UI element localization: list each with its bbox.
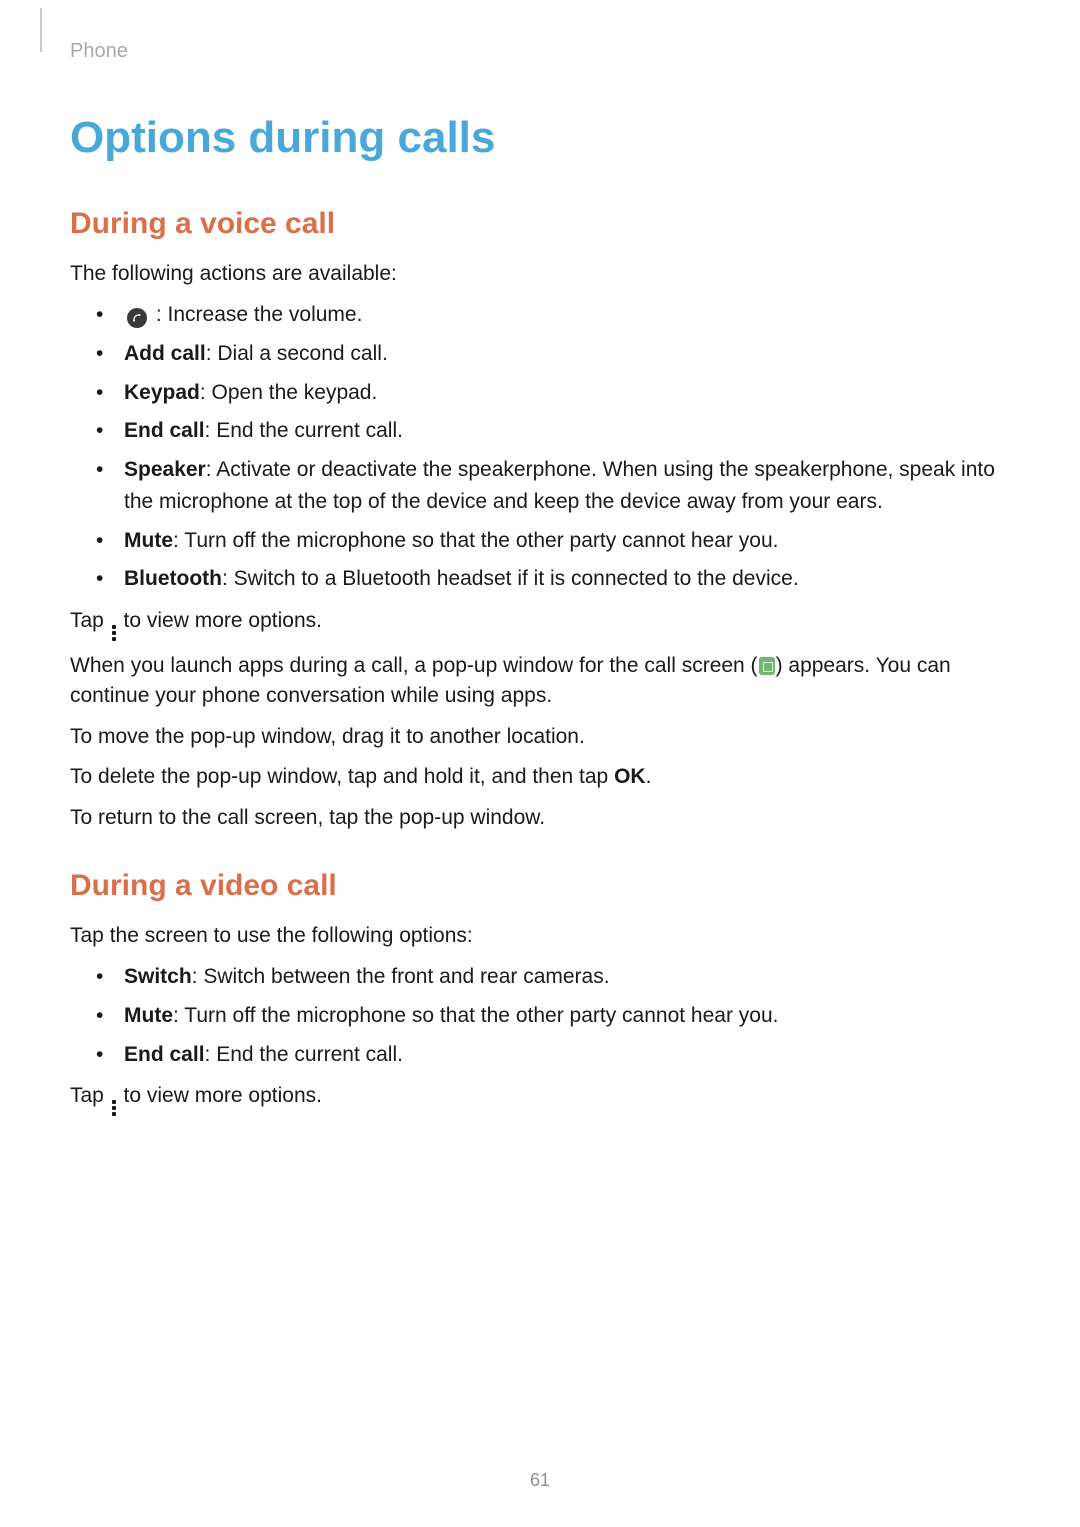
page-number: 61 [0,1470,1080,1491]
voice-delete-popup: To delete the pop-up window, tap and hol… [70,762,1010,792]
list-item-desc: : Activate or deactivate the speakerphon… [124,458,995,514]
list-item-label: Bluetooth [124,567,222,590]
list-item: Speaker: Activate or deactivate the spea… [82,454,1010,519]
tap-more-post: to view more options. [118,1084,322,1107]
list-item-label: End call [124,419,205,442]
voice-return-popup: To return to the call screen, tap the po… [70,803,1010,833]
delete-popup-pre: To delete the pop-up window, tap and hol… [70,765,614,788]
list-item: Bluetooth: Switch to a Bluetooth headset… [82,563,1010,596]
list-item-label: Mute [124,529,173,552]
list-item-desc: : Turn off the microphone so that the ot… [173,1004,778,1027]
page-title: Options during calls [70,113,1010,163]
more-options-icon [112,1100,116,1116]
list-item-label: Switch [124,965,192,988]
video-tap-more: Tap to view more options. [70,1081,1010,1116]
list-item-desc: : Open the keypad. [200,381,377,404]
list-item-desc: : Dial a second call. [206,342,388,365]
list-item-desc: : Switch between the front and rear came… [192,965,610,988]
list-item-label: Speaker [124,458,206,481]
voice-tap-more: Tap to view more options. [70,606,1010,641]
list-item: Keypad: Open the keypad. [82,377,1010,410]
list-item-desc: : Turn off the microphone so that the ot… [173,529,778,552]
popup-pre: When you launch apps during a call, a po… [70,654,758,677]
list-item-desc: : End the current call. [205,1043,403,1066]
list-item-label: Keypad [124,381,200,404]
delete-popup-post: . [646,765,652,788]
call-popup-icon [759,657,775,675]
list-item: End call: End the current call. [82,415,1010,448]
delete-popup-ok: OK [614,765,646,788]
video-heading: During a video call [70,869,1010,903]
voice-heading: During a voice call [70,207,1010,241]
tap-more-pre: Tap [70,1084,110,1107]
list-item: Mute: Turn off the microphone so that th… [82,1000,1010,1033]
video-intro: Tap the screen to use the following opti… [70,921,1010,951]
list-item: Switch: Switch between the front and rea… [82,961,1010,994]
list-item-desc: : End the current call. [205,419,403,442]
list-item-desc: : Increase the volume. [150,303,362,326]
list-item-label: End call [124,1043,205,1066]
voice-move-popup: To move the pop-up window, drag it to an… [70,722,1010,752]
tap-more-pre: Tap [70,609,110,632]
video-list: Switch: Switch between the front and rea… [70,961,1010,1071]
volume-icon [127,308,147,328]
tap-more-post: to view more options. [118,609,322,632]
list-item: : Increase the volume. [82,299,1010,332]
header-section-label: Phone [70,40,1010,63]
header-rule [40,8,42,52]
page-container: Phone Options during calls During a voic… [0,0,1080,1527]
list-item: Mute: Turn off the microphone so that th… [82,525,1010,558]
list-item: Add call: Dial a second call. [82,338,1010,371]
voice-list: : Increase the volume. Add call: Dial a … [70,299,1010,595]
voice-popup-info: When you launch apps during a call, a po… [70,651,1010,712]
list-item: End call: End the current call. [82,1039,1010,1072]
more-options-icon [112,625,116,641]
list-item-label: Add call [124,342,206,365]
list-item-label: Mute [124,1004,173,1027]
voice-intro: The following actions are available: [70,259,1010,289]
list-item-desc: : Switch to a Bluetooth headset if it is… [222,567,799,590]
